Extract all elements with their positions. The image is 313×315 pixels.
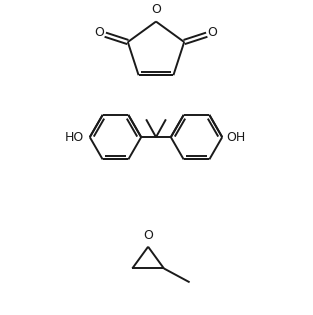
Text: HO: HO <box>64 131 84 144</box>
Text: OH: OH <box>226 131 245 144</box>
Text: O: O <box>208 26 217 39</box>
Text: O: O <box>143 229 153 242</box>
Text: O: O <box>151 3 161 16</box>
Text: O: O <box>95 26 105 39</box>
